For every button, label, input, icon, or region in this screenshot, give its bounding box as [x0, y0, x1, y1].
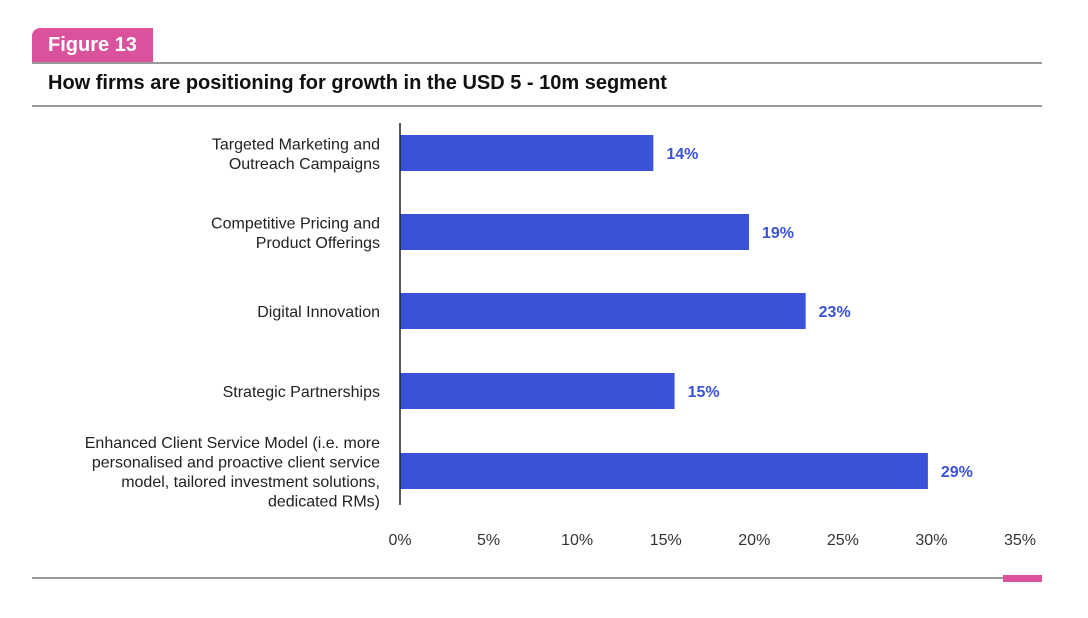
bar	[400, 135, 654, 171]
x-tick-label: 0%	[388, 532, 411, 549]
x-tick-label: 35%	[1004, 532, 1036, 549]
category-label: Strategic Partnerships	[223, 384, 380, 401]
data-label: 23%	[819, 304, 851, 321]
data-label: 15%	[688, 384, 720, 401]
chart-title: How firms are positioning for growth in …	[48, 72, 667, 94]
x-tick-label: 5%	[477, 532, 500, 549]
bar	[400, 293, 806, 329]
category-label: Product Offerings	[256, 235, 380, 252]
bar	[400, 373, 675, 409]
data-label: 14%	[666, 146, 698, 163]
top-rule	[32, 62, 1042, 64]
x-tick-label: 25%	[827, 532, 859, 549]
title-rule	[32, 105, 1042, 107]
bottom-rule	[32, 577, 1042, 579]
x-tick-label: 15%	[650, 532, 682, 549]
accent-bar	[1003, 575, 1042, 582]
category-label: model, tailored investment solutions,	[121, 474, 380, 491]
data-label: 19%	[762, 225, 794, 242]
category-label: dedicated RMs)	[268, 493, 380, 510]
category-label: Outreach Campaigns	[229, 156, 380, 173]
category-label: personalised and proactive client servic…	[92, 454, 380, 471]
category-label: Enhanced Client Service Model (i.e. more	[85, 435, 380, 452]
data-label: 29%	[941, 464, 973, 481]
bar	[400, 214, 749, 250]
bar	[400, 453, 928, 489]
category-label: Competitive Pricing and	[211, 215, 380, 232]
x-tick-label: 20%	[738, 532, 770, 549]
category-label: Digital Innovation	[257, 304, 380, 321]
figure-label: Figure 13	[32, 28, 153, 63]
x-tick-label: 10%	[561, 532, 593, 549]
x-tick-label: 30%	[915, 532, 947, 549]
category-label: Targeted Marketing and	[212, 136, 380, 153]
